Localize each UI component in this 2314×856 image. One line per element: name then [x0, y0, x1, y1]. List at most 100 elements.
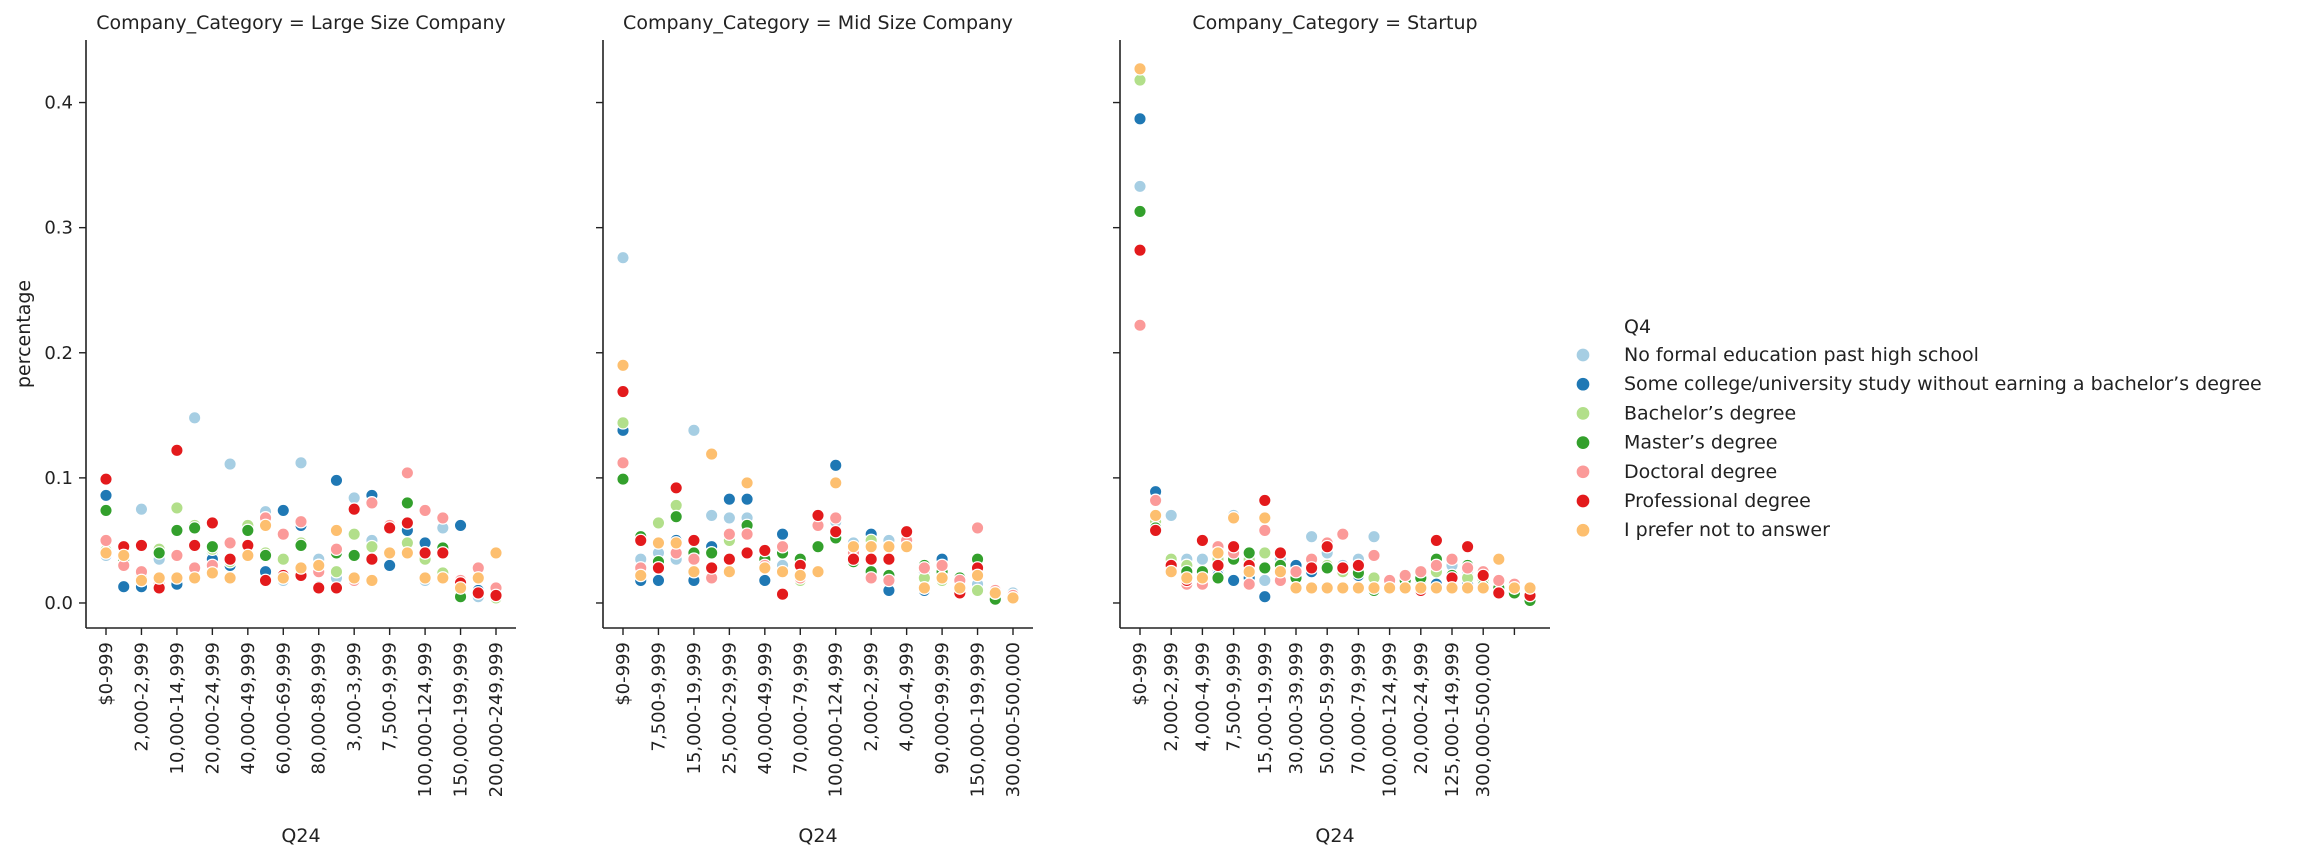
- scatter-point: [1273, 546, 1288, 560]
- x-axis-label: Q24: [1315, 825, 1354, 847]
- scatter-point: [223, 536, 237, 550]
- scatter-point: [1398, 568, 1413, 583]
- scatter-point: [616, 384, 630, 399]
- y-tick-label: 0.0: [44, 593, 73, 614]
- x-tick-label: 20,000-24,999: [1411, 642, 1432, 774]
- scatter-point: [651, 561, 666, 575]
- scatter-point: [1133, 73, 1147, 87]
- scatter-point: [633, 533, 648, 548]
- scatter-point: [687, 533, 701, 548]
- scatter-point: [1304, 529, 1319, 544]
- scatter-point: [846, 539, 861, 554]
- scatter-point: [1148, 493, 1163, 508]
- scatter-point: [329, 473, 344, 488]
- scatter-point: [1335, 561, 1350, 575]
- scatter-point: [258, 518, 273, 533]
- scatter-point: [722, 511, 737, 525]
- panel-title: Company_Category = Mid Size Company: [623, 12, 1013, 34]
- scatter-point: [1257, 561, 1272, 575]
- scatter-point: [435, 546, 450, 560]
- scatter-point: [240, 523, 255, 538]
- scatter-point: [347, 548, 362, 563]
- scatter-point: [329, 564, 344, 579]
- scatter-point: [1148, 508, 1163, 523]
- scatter-point: [294, 538, 308, 553]
- scatter-point: [775, 539, 790, 554]
- scatter-point: [935, 571, 949, 585]
- scatter-point: [917, 561, 932, 575]
- facet-panel: Company_Category = Mid Size Company $0-99…: [596, 12, 1033, 847]
- scatter-point: [811, 564, 825, 579]
- scatter-point: [811, 508, 825, 523]
- scatter-point: [651, 536, 666, 550]
- panel-title: Company_Category = Large Size Company: [96, 12, 506, 34]
- scatter-point: [365, 496, 379, 510]
- scatter-point: [793, 568, 808, 583]
- scatter-point: [152, 571, 167, 585]
- x-tick-label: 60,000-69,999: [273, 642, 294, 774]
- scatter-point: [1335, 581, 1350, 595]
- scatter-point: [828, 458, 843, 473]
- x-tick-label: 7,500-9,999: [380, 642, 401, 752]
- scatter-point: [1429, 581, 1444, 595]
- scatter-point: [1195, 533, 1210, 548]
- legend-entry-label: Professional degree: [1624, 490, 1811, 512]
- scatter-point: [988, 586, 1003, 600]
- scatter-point: [669, 536, 684, 550]
- x-axis-label: Q24: [281, 825, 320, 847]
- x-tick-label: 125,000-149,999: [1442, 642, 1463, 797]
- legend-marker: [1575, 434, 1591, 451]
- scatter-point: [276, 571, 291, 585]
- scatter-point: [882, 573, 896, 588]
- legend-title: Q4: [1624, 316, 1651, 338]
- scatter-point: [187, 410, 202, 425]
- scatter-point: [276, 527, 291, 542]
- scatter-point: [471, 586, 486, 600]
- x-tick-label: 2,000-2,999: [861, 642, 882, 752]
- scatter-point: [1413, 564, 1428, 579]
- scatter-point: [687, 552, 701, 567]
- facet-panel: Company_Category = Startup $0-999 2,000-2,…: [1113, 12, 1550, 847]
- scatter-point: [616, 456, 630, 470]
- scatter-point: [687, 564, 701, 579]
- x-tick-label: 100,000-124,999: [826, 642, 847, 797]
- scatter-point: [1195, 571, 1210, 585]
- scatter-point: [1491, 573, 1506, 588]
- scatter-point: [170, 443, 184, 458]
- scatter-point: [205, 539, 220, 554]
- scatter-point: [187, 521, 202, 535]
- scatter-point: [1320, 581, 1335, 595]
- scatter-point: [1460, 581, 1475, 595]
- scatter-point: [294, 514, 308, 529]
- x-axis-label: Q24: [798, 825, 837, 847]
- scatter-point: [1445, 552, 1459, 567]
- x-tick-label: 4,000-4,999: [1192, 642, 1213, 752]
- scatter-point: [382, 546, 397, 560]
- y-tick-label: 0.1: [44, 468, 73, 489]
- scatter-point: [1351, 558, 1366, 573]
- scatter-point: [1226, 511, 1241, 525]
- scatter-point: [418, 571, 432, 585]
- scatter-point: [864, 552, 879, 567]
- x-tick-label: 7,500-9,999: [1224, 642, 1245, 752]
- scatter-point: [1476, 568, 1491, 583]
- scatter-point: [347, 491, 362, 505]
- scatter-point: [1429, 558, 1444, 573]
- scatter-point: [400, 496, 415, 510]
- scatter-point: [757, 543, 772, 558]
- scatter-point: [899, 524, 914, 539]
- x-tick-label: 50,000-59,999: [1317, 642, 1338, 774]
- x-tick-label: 150,000-199,999: [451, 642, 472, 797]
- x-tick-label: 15,000-19,999: [684, 642, 705, 774]
- facet-panel: Company_Category = Large Size Company 0.0…: [44, 12, 516, 847]
- scatter-point: [1148, 523, 1163, 538]
- scatter-point: [1289, 581, 1303, 595]
- scatter-point: [365, 573, 379, 588]
- scatter-point: [775, 587, 790, 602]
- scatter-point: [616, 472, 630, 486]
- scatter-point: [775, 564, 790, 579]
- x-tick-label: 7,500-9,999: [648, 642, 669, 752]
- scatter-point: [740, 476, 754, 490]
- scatter-point: [740, 527, 754, 542]
- scatter-point: [329, 523, 344, 538]
